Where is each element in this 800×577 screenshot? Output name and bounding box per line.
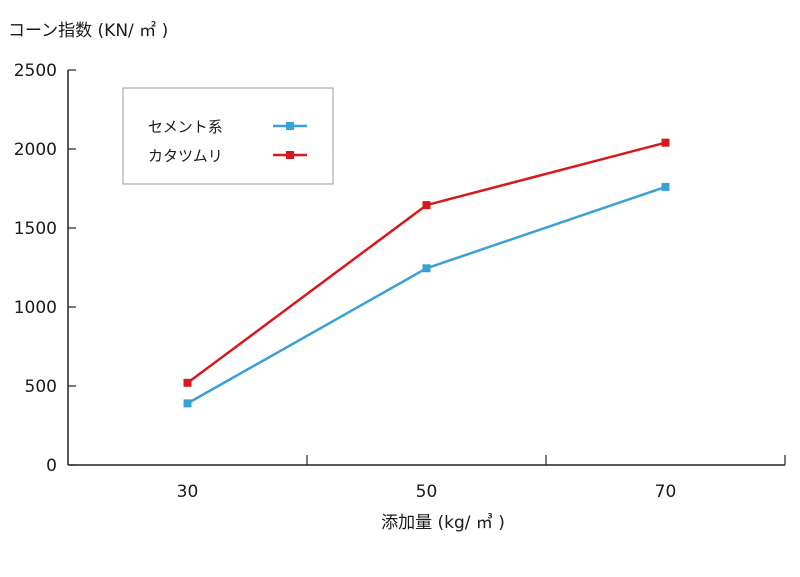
y-tick-label: 1000 [14,298,57,318]
x-tick-label: 70 [655,482,677,502]
x-tick-label: 50 [416,482,438,502]
series-line [186,185,666,405]
legend-box [122,87,334,185]
y-axis: 0 500 1000 1500 2000 2500 [14,61,76,476]
data-point [183,399,192,408]
data-point [183,378,192,387]
y-tick-label: 2500 [14,61,57,81]
x-axis: 30 50 70 [68,455,786,502]
legend-label: セメント系 [148,118,223,136]
data-point [422,201,431,210]
data-point [422,264,431,273]
plot-area [183,138,670,408]
legend-marker [286,122,294,130]
y-axis-title: コーン指数 (KN/ ㎡ ) [8,21,168,41]
y-tick-label: 2000 [14,140,57,160]
x-tick-label: 30 [177,482,199,502]
data-point [661,182,670,191]
y-tick-label: 500 [25,377,57,397]
legend-marker [286,151,294,159]
data-point [661,138,670,147]
legend-label: カタツムリ [148,147,223,165]
y-tick-label: 1500 [14,219,57,239]
y-tick-label: 0 [46,456,57,476]
x-axis-title: 添加量 (kg/ ㎥ ) [381,513,505,533]
